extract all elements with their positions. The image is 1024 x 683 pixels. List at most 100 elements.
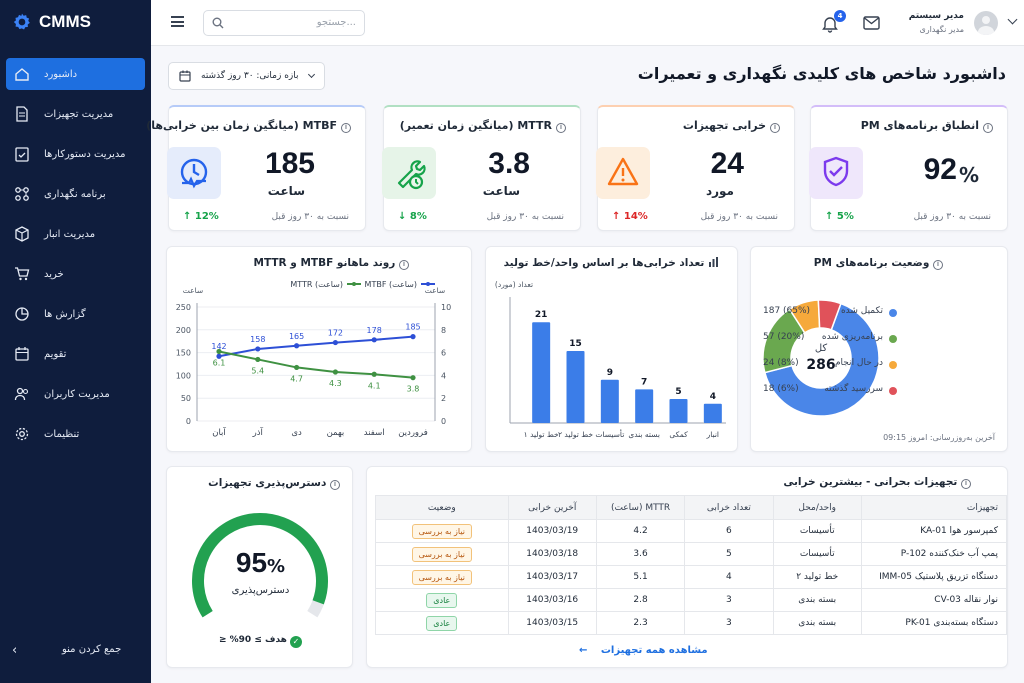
sidebar-item-box[interactable]: مدیریت انبار [6,218,145,250]
kpi-card-pm-compliance[interactable]: i انطباق برنامه‌های PM 92% نسبت به ۳۰ روز ق… [809,105,1008,231]
kpi-change: ↓ 8% [398,211,427,222]
legend-count: 18 (6%) [763,384,799,394]
info-icon[interactable]: i [341,123,351,133]
kpi-icon-box [596,147,650,199]
table-header-cell[interactable]: آخرین خرابی [507,495,597,520]
availability-value-wrap: 95% [167,547,354,579]
collapse-menu-button[interactable]: ‹ جمع کردن منو [12,641,142,661]
availability-card: i دسترس‌پذیری تجهیزات 95% دسترس‌پذیری ✓ … [166,466,353,668]
cell-status: نیاز به بررسی [375,519,509,543]
sidebar-item-gear[interactable]: تنظیمات [6,418,145,450]
sidebar-item-cart[interactable]: خرید [6,258,145,290]
sidebar-item-label: خرید [44,268,64,280]
view-all-link[interactable]: مشاهده همه تجهیزات ← [579,645,708,656]
kpi-card-equipment-failures[interactable]: i خرابی تجهیزات 24 مورد نسبت به ۳۰ روز قبل ↑ … [596,105,795,231]
info-icon[interactable]: i [983,123,993,133]
x-tick: دی [291,428,302,438]
info-icon[interactable]: i [961,479,971,489]
info-icon[interactable]: i [770,123,780,133]
kpi-card-mttr[interactable]: i MTTR (میانگین زمان تعمیر) 3.8 ساعت نسبت به… [382,105,581,231]
arrow-up-icon: ↑ [183,211,195,222]
bar [669,399,688,423]
y-tick-left: 100 [176,371,191,380]
cell-failures: 5 [684,542,774,566]
table-row[interactable]: دستگاه تزریق پلاستیک IMM-05 خط تولید ۲ 4 5.… [375,565,1008,589]
table-header-cell[interactable]: وضعیت [375,495,509,520]
table-header-cell[interactable]: واحد/محل [772,495,862,520]
legend-marker [352,282,356,286]
notification-button[interactable]: 4 [821,10,846,34]
period-select[interactable]: بازه زمانی: ۳۰ روز گذشته [168,62,325,90]
sidebar-item-clipboard[interactable]: مدیریت دستورکارها [6,138,145,170]
table-row[interactable]: کمپرسور هوا KA-01 تأسیسات 6 4.2 1403/03/19 نی… [375,519,1008,543]
user-menu[interactable]: مدیر سیستم مدیر نگهداری [909,8,1018,38]
bar-value-label: 7 [641,377,647,387]
bar-value-label: 5 [675,387,681,397]
info-icon[interactable]: i [933,260,943,270]
hamburger-menu-icon[interactable] [171,16,184,27]
sidebar-item-file[interactable]: مدیریت تجهیزات [6,98,145,130]
sidebar-item-workflow[interactable]: برنامه نگهداری [6,178,145,210]
file-icon [16,106,28,122]
sidebar-item-users[interactable]: مدیریت کاربران [6,378,145,410]
table-header-cell[interactable]: تجهیزات [860,495,1008,520]
sidebar-item-calendar[interactable]: تقویم [6,338,145,370]
pm-status-title: وضعیت برنامه‌های PM [813,257,930,269]
x-tick: انبار [706,430,719,439]
cell-failures: 3 [684,588,774,612]
info-icon[interactable]: i [556,123,566,133]
info-icon[interactable]: i [399,260,409,270]
table-row[interactable]: پمپ آب خنک‌کننده P-102 تأسیسات 5 3.6 1403/03… [375,542,1008,566]
mail-icon[interactable] [863,16,880,30]
data-point [255,346,261,352]
data-label: 172 [328,329,343,338]
search-input[interactable]: جستجو... [316,17,356,28]
x-tick: خط تولید ۱ [524,430,559,439]
arrow-up-icon: ↑ [612,211,624,222]
sidebar-item-label: مدیریت انبار [44,228,96,240]
table-header-cell[interactable]: MTTR (ساعت) [595,495,686,520]
search-icon [212,17,224,29]
bar [635,389,654,423]
gear-icon [15,427,29,441]
table-header-cell[interactable]: تعداد خرابی [684,495,774,520]
kpi-value: 185 [264,147,315,180]
y-label-left: ساعت [183,286,203,295]
kpi-icon-box [167,147,221,199]
trend-chart-card: i روند ماهانو MTBF و MTTR 0 50 100 150 200 25… [166,246,472,452]
arrow-left-icon: ← [579,645,588,656]
chevron-down-icon [1007,14,1018,25]
x-tick: تأسیسات [595,429,624,439]
kpi-card-mtbf[interactable]: i MTBF (میانگین زمان بین خرابی‌ها) 185 ساعت… [146,105,366,231]
kpi-unit: مورد [705,184,734,198]
data-label: 3.8 [407,385,420,394]
table-row[interactable]: دستگاه بسته‌بندی PK-01 بسته بندی 3 2.3 1403/… [375,611,1008,635]
failures-chart-title: تعداد خرابی‌ها بر اساس واحد/خط تولید [503,257,705,269]
pm-status-card: i وضعیت برنامه‌های PM کل 286 تکمیل شده 18… [750,246,1008,452]
pm-status-legend: تکمیل شده 187 (65%) برنامه‌ریزی شده 57 (20%… [751,247,1009,453]
search-box[interactable]: جستجو... [203,10,365,36]
status-badge: عادی [426,615,458,631]
sidebar-item-chart[interactable]: گزارش ها [6,298,145,330]
table-row[interactable]: نوار نقاله CV-03 بسته بندی 3 2.8 1403/03/16 ع… [375,588,1008,612]
cell-mttr: 2.8 [595,588,686,612]
trend-chart: 0 50 100 150 200 250 0 2 4 6 8 10 ساعت ساعت آبان آذر دی ب… [176,280,451,438]
cart-icon [15,267,30,281]
bar-value-label: 9 [607,368,613,378]
info-icon[interactable]: i [330,480,340,490]
status-badge: نیاز به بررسی [411,569,472,585]
sidebar: CMMS داشبورد مدیریت تجهیزات مدیریت دستورکا… [0,0,151,683]
arrow-up-icon: ↑ [825,211,837,222]
y-tick-right: 8 [441,326,446,335]
bar-value-label: 4 [710,392,716,402]
sidebar-item-home[interactable]: داشبورد [6,58,145,90]
cell-unit: تأسیسات [772,542,862,566]
bar [532,322,551,423]
kpi-change: ↑ 12% [183,211,219,222]
legend-marker [426,282,430,286]
cell-mttr: 4.2 [595,519,686,543]
app-logo[interactable]: CMMS [12,12,91,32]
kpi-value: 92 [923,153,957,186]
cell-mttr: 2.3 [595,611,686,635]
kpi-change: ↑ 5% [825,211,854,222]
